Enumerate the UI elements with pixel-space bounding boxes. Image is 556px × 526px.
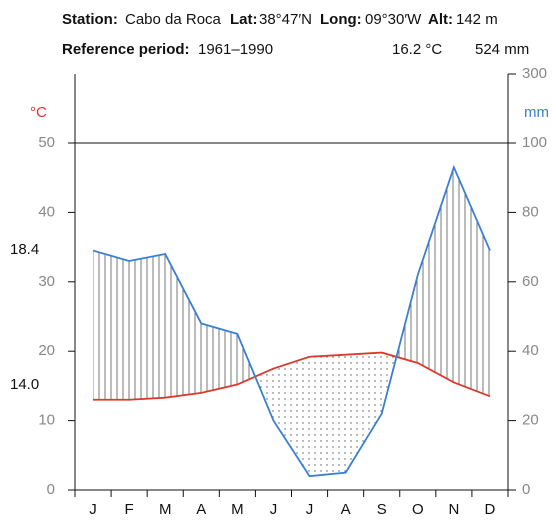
x-tick-label: J xyxy=(270,501,278,518)
y2-tick-label: 100 xyxy=(522,134,547,151)
alt: 142 m xyxy=(456,11,498,28)
x-tick-label: D xyxy=(485,501,496,518)
x-tick-label: O xyxy=(412,501,424,518)
x-tick-label: J xyxy=(306,501,314,518)
lat-label: Lat: xyxy=(230,11,258,28)
long-label: Long: xyxy=(320,11,362,28)
y2-tick-label: 0 xyxy=(522,481,530,498)
annual-temperature: 16.2 °C xyxy=(392,41,442,58)
x-tick-label: M xyxy=(231,501,244,518)
x-tick-label: A xyxy=(196,501,206,518)
side-label: 14.0 xyxy=(10,376,39,393)
y-tick-label: 20 xyxy=(38,342,55,359)
y-tick-label: 10 xyxy=(38,412,55,429)
y2-tick-label: 80 xyxy=(522,203,539,220)
series-line xyxy=(93,351,491,401)
annual-precipitation: 524 mm xyxy=(475,41,529,58)
alt-label: Alt: xyxy=(428,11,453,28)
x-tick-label: N xyxy=(448,501,459,518)
station-label: Station: xyxy=(62,11,118,28)
y2-tick-label: 60 xyxy=(522,273,539,290)
x-tick-label: M xyxy=(159,501,172,518)
y-tick-label: 40 xyxy=(38,203,55,220)
y-tick-label: 30 xyxy=(38,273,55,290)
y-tick-label: 0 xyxy=(47,481,55,498)
y2-tick-label: 40 xyxy=(522,342,539,359)
x-tick-label: S xyxy=(377,501,387,518)
x-tick-label: A xyxy=(341,501,351,518)
period-label: Reference period: xyxy=(62,41,190,58)
x-tick-label: J xyxy=(89,501,97,518)
lat: 38°47′N xyxy=(259,11,312,28)
period: 1961–1990 xyxy=(198,41,273,58)
side-label: 18.4 xyxy=(10,241,39,258)
y-tick-label: 50 xyxy=(38,134,55,151)
y2-tick-label: 20 xyxy=(522,412,539,429)
long: 09°30′W xyxy=(365,11,422,28)
y-label: °C xyxy=(30,104,47,121)
y2-tick-label: 300 xyxy=(522,65,547,82)
y2-label: mm xyxy=(524,104,549,121)
x-tick-label: F xyxy=(125,501,134,518)
station: Cabo da Roca xyxy=(125,11,222,28)
series-line xyxy=(92,164,491,478)
